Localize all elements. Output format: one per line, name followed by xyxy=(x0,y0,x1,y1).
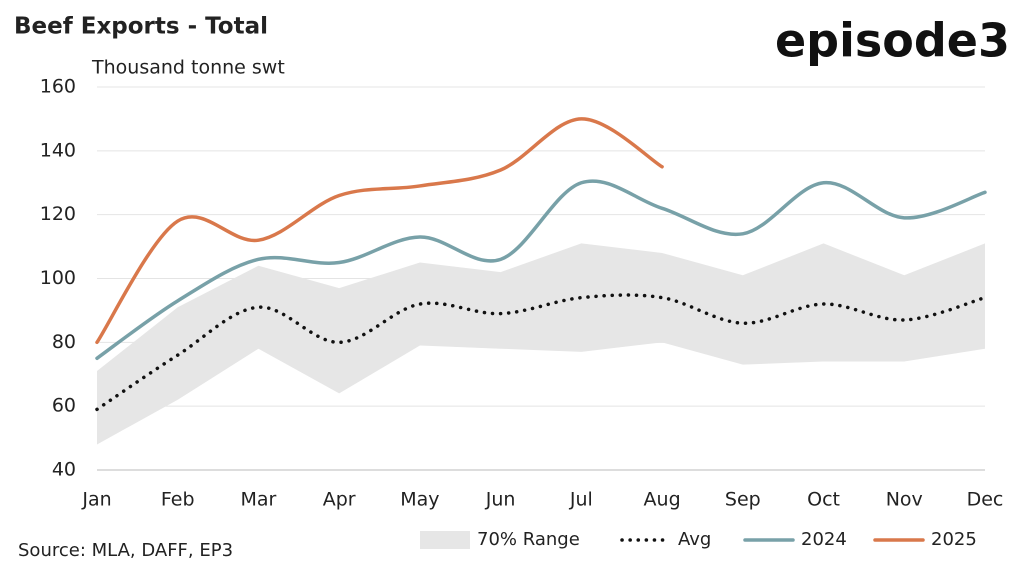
logo: episode3 xyxy=(775,14,1010,68)
legend-label: 70% Range xyxy=(477,529,580,550)
legend-label: Avg xyxy=(678,529,711,550)
y-tick-label: 60 xyxy=(52,395,76,417)
line xyxy=(95,293,987,412)
range-area xyxy=(97,243,985,445)
line xyxy=(95,179,987,361)
x-tick-label: Sep xyxy=(725,489,761,511)
legend-label: 2025 xyxy=(931,529,977,550)
x-tick-label: Feb xyxy=(161,489,195,511)
x-tick-label: Apr xyxy=(323,489,356,511)
source: Source: MLA, DAFF, EP3 xyxy=(18,540,233,561)
x-tick-label: Jul xyxy=(569,489,593,511)
y-tick-label: 40 xyxy=(52,459,76,481)
legend-label: 2024 xyxy=(801,529,847,550)
x-tick-label: Jun xyxy=(485,489,516,511)
y-axis-label: Thousand tonne swt xyxy=(91,57,285,79)
x-tick-label: Oct xyxy=(807,489,840,511)
x-tick-label: Jan xyxy=(81,489,111,511)
y-tick-label: 160 xyxy=(40,76,76,98)
x-tick-label: Nov xyxy=(886,489,923,511)
y-tick-label: 80 xyxy=(52,331,76,353)
legend-swatch xyxy=(420,531,470,549)
y-tick-label: 140 xyxy=(40,139,76,161)
x-tick-label: Dec xyxy=(967,489,1004,511)
y-tick-label: 100 xyxy=(40,267,76,289)
x-tick-label: Aug xyxy=(644,489,681,511)
chart-title: Beef Exports - Total xyxy=(14,14,268,40)
line xyxy=(95,117,664,345)
x-tick-label: May xyxy=(400,489,439,511)
x-tick-label: Mar xyxy=(241,489,277,511)
y-tick-label: 120 xyxy=(40,203,76,225)
